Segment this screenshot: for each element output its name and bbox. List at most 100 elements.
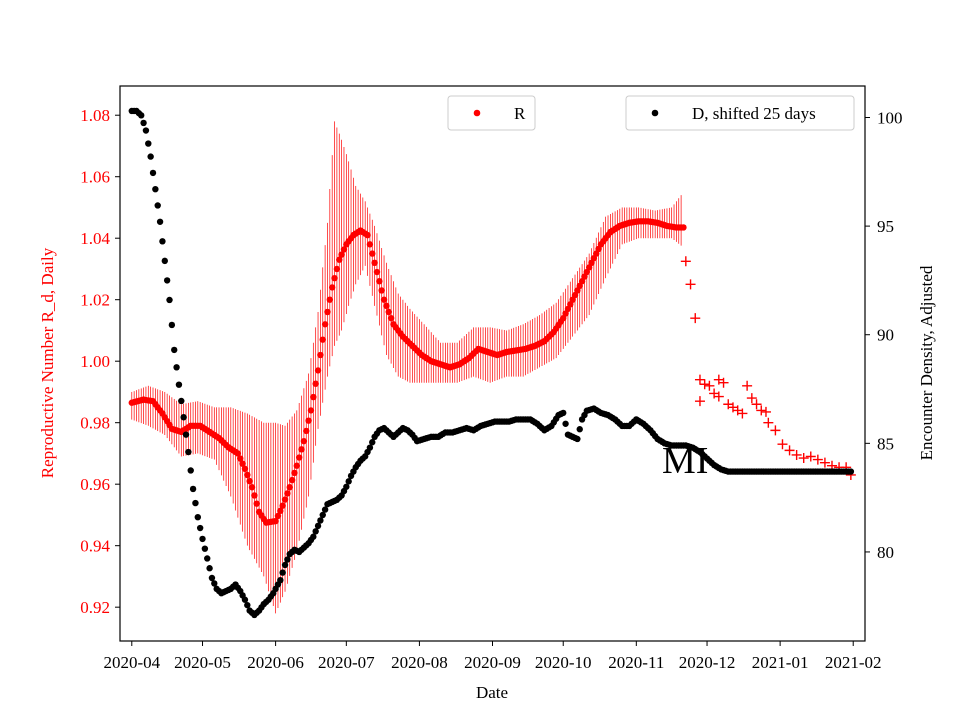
r-plus-point <box>770 425 781 436</box>
r-plus-point <box>791 449 802 460</box>
r-point <box>248 484 256 491</box>
d-point <box>366 444 374 451</box>
legend-d-box <box>625 95 855 131</box>
r-point <box>300 437 308 445</box>
y-left-tick-label: 1.00 <box>80 352 110 371</box>
d-point <box>180 414 187 421</box>
r-plus-point <box>812 454 823 465</box>
r-point <box>373 268 381 276</box>
x-axis-ticks: 2020-04 2020-05 2020-06 2020-07 2020-08 2020-… <box>103 641 882 672</box>
y-left-tick-label: 0.92 <box>80 598 110 617</box>
d-point <box>189 485 197 493</box>
r-point <box>310 393 317 401</box>
d-point <box>310 533 317 540</box>
d-point <box>154 202 161 209</box>
r-plus-point <box>756 405 767 416</box>
d-point <box>319 511 326 519</box>
d-point <box>574 435 581 443</box>
d-point <box>147 153 154 160</box>
r-point <box>291 469 298 477</box>
legend-d[interactable]: D, shifted 25 days <box>625 95 855 131</box>
d-point <box>173 364 180 371</box>
y-right-tick-label: 85 <box>877 434 894 453</box>
r-plus-point <box>685 279 696 290</box>
y-left-tick-label: 1.06 <box>80 168 110 187</box>
d-point <box>369 439 376 446</box>
r-plus-point <box>777 439 788 450</box>
r-point <box>385 308 392 316</box>
legend-r-label: R <box>514 104 526 123</box>
y-right-axis-label: Encounter Density, Adjusted <box>917 265 936 460</box>
y-right-axis-ticks: 80 85 90 95 100 <box>865 108 903 562</box>
d-point <box>199 535 206 543</box>
r-point <box>286 484 293 491</box>
r-plus-point <box>690 313 701 324</box>
r-plus-point <box>805 451 816 462</box>
x-tick-label: 2020-06 <box>247 653 304 672</box>
d-point <box>159 238 166 245</box>
d-point <box>277 576 284 584</box>
r-point <box>241 465 249 473</box>
r-point <box>279 502 286 509</box>
r-plus-point <box>694 374 705 385</box>
r-point <box>338 251 345 258</box>
legend-r-marker <box>473 109 481 117</box>
d-point <box>138 112 145 119</box>
x-tick-label: 2020-09 <box>464 653 521 672</box>
y-left-axis-label: Reproductive Number R_d, Daily <box>38 247 57 478</box>
d-point <box>314 522 322 530</box>
r-plus-point <box>784 445 795 456</box>
series-marks <box>128 107 856 619</box>
d-point <box>345 478 352 485</box>
r-plus-point <box>798 453 809 464</box>
r-plus-point <box>694 396 705 407</box>
y-left-tick-label: 1.04 <box>80 229 110 248</box>
r-point <box>376 278 383 285</box>
r-plus-point <box>713 374 724 385</box>
x-tick-label: 2020-08 <box>391 653 448 672</box>
r-point <box>277 507 284 515</box>
y-left-tick-label: 0.94 <box>80 537 110 556</box>
d-point <box>343 483 350 490</box>
r-point <box>253 500 260 507</box>
legend-d-label: D, shifted 25 days <box>692 104 816 123</box>
r-point <box>326 296 334 303</box>
d-point <box>145 140 152 147</box>
r-point <box>387 314 395 322</box>
r-point <box>364 231 371 239</box>
d-point <box>562 420 569 427</box>
legend-d-marker <box>651 109 659 117</box>
x-tick-label: 2021-01 <box>752 653 809 672</box>
d-point <box>194 513 202 521</box>
d-point <box>196 524 204 532</box>
d-point <box>204 555 211 562</box>
r-plus-point <box>713 391 724 402</box>
d-point <box>175 381 183 388</box>
d-point <box>284 556 291 563</box>
x-tick-label: 2020-12 <box>679 653 736 672</box>
d-point <box>241 596 249 603</box>
r-plus-point <box>704 380 715 391</box>
r-point <box>295 454 303 461</box>
d-point <box>281 561 289 569</box>
d-point <box>142 127 150 134</box>
r-point <box>371 259 378 267</box>
r-point <box>319 336 326 343</box>
d-point <box>847 468 855 475</box>
y-left-tick-label: 1.08 <box>80 106 110 125</box>
r-point <box>244 471 251 479</box>
r-point <box>378 287 385 294</box>
r-point <box>680 224 687 231</box>
r-plus-point <box>746 393 757 404</box>
r-point <box>307 407 315 414</box>
r-point <box>237 455 244 462</box>
r-point <box>380 296 388 303</box>
d-point <box>168 321 176 329</box>
r-plus-point <box>737 408 748 419</box>
r-plus-point <box>699 379 710 390</box>
y-right-tick-label: 90 <box>877 326 894 345</box>
r-point <box>366 241 374 248</box>
legend-r[interactable]: R <box>447 95 536 131</box>
y-right-tick-label: 95 <box>877 217 894 236</box>
